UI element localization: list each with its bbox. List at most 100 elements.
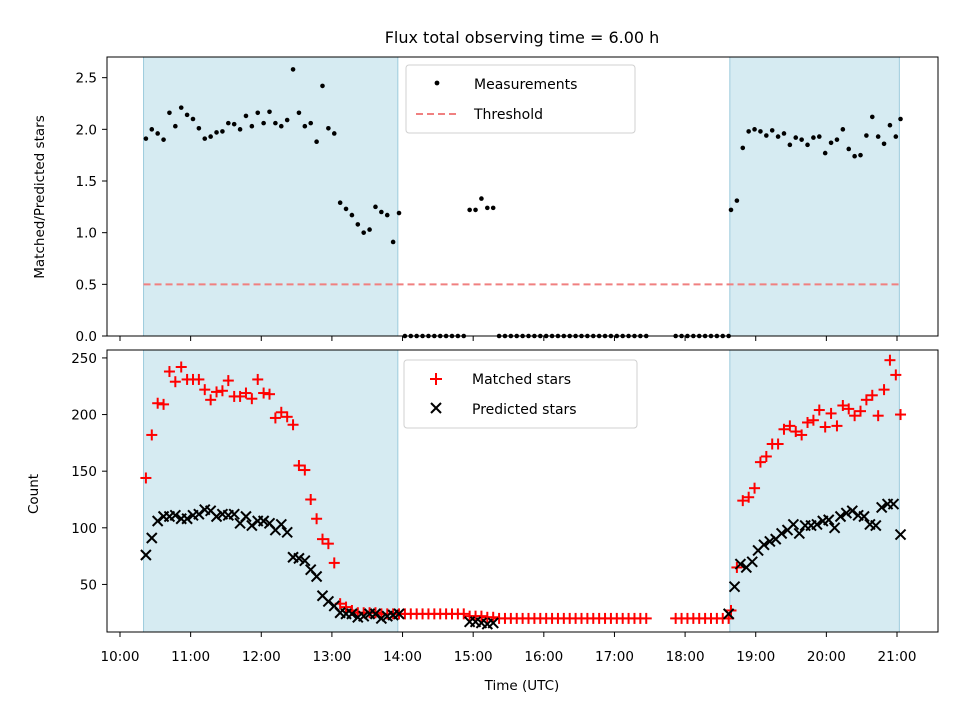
predicted-star-point bbox=[487, 617, 499, 629]
predicted-star-point bbox=[257, 515, 270, 527]
matched-star-point bbox=[825, 407, 837, 419]
measurement-point bbox=[143, 136, 149, 141]
measurement-point bbox=[887, 122, 893, 128]
measurement-point bbox=[858, 152, 863, 158]
measurement-point bbox=[149, 127, 155, 132]
measurement-point bbox=[314, 139, 319, 145]
matched-star-point bbox=[743, 491, 755, 503]
measurement-point bbox=[237, 127, 243, 132]
measurement-point bbox=[485, 205, 490, 211]
x-tick-label: 11:00 bbox=[171, 649, 210, 665]
x-tick-label: 17:00 bbox=[595, 649, 634, 665]
measurement-point bbox=[184, 112, 190, 118]
predicted-star-point bbox=[787, 518, 800, 531]
matched-star-point bbox=[252, 373, 264, 385]
matched-star-point bbox=[169, 376, 181, 388]
matched-star-point bbox=[222, 375, 234, 387]
ratio-axes-frame bbox=[106, 56, 939, 337]
predicted-star-point bbox=[840, 507, 853, 519]
measurement-point bbox=[390, 239, 396, 245]
matched-star-point bbox=[146, 429, 158, 441]
matched-star-point bbox=[316, 533, 328, 545]
count-y-axis-label: Count bbox=[26, 474, 42, 514]
predicted-stars-series bbox=[140, 498, 907, 630]
measurements-legend-marker bbox=[434, 80, 440, 86]
measurement-point bbox=[202, 136, 208, 141]
predicted-star-point bbox=[823, 514, 835, 526]
measurement-point bbox=[355, 222, 361, 227]
measurement-point bbox=[805, 142, 810, 148]
measurement-point bbox=[473, 207, 478, 213]
y-tick-label: 200 bbox=[71, 408, 97, 424]
count-axes-frame bbox=[106, 349, 939, 633]
matched-star-point bbox=[287, 419, 299, 431]
matched-star-point bbox=[640, 612, 652, 624]
measurement-point bbox=[758, 129, 763, 134]
measurement-point bbox=[220, 129, 225, 134]
x-tick-label: 10:00 bbox=[101, 649, 140, 665]
measurement-point bbox=[196, 126, 202, 131]
matched-star-point bbox=[890, 369, 902, 381]
predicted-star-point bbox=[240, 510, 252, 523]
predicted-star-point bbox=[793, 527, 805, 540]
measurement-point bbox=[396, 210, 402, 216]
ratio-x-ticks bbox=[119, 336, 898, 341]
x-tick-label: 15:00 bbox=[454, 649, 493, 665]
predicted-star-point bbox=[181, 513, 193, 525]
y-tick-label: 1.5 bbox=[76, 174, 97, 190]
matched-stars-legend-label: Matched stars bbox=[472, 372, 571, 388]
measurement-point bbox=[214, 130, 219, 135]
measurement-point bbox=[167, 110, 172, 116]
matched-star-point bbox=[778, 423, 790, 435]
matched-star-point bbox=[293, 460, 305, 472]
matched-star-point bbox=[772, 438, 784, 450]
matched-star-point bbox=[895, 409, 907, 421]
measurement-point bbox=[864, 133, 869, 138]
predicted-star-point bbox=[299, 554, 311, 567]
measurement-point bbox=[261, 120, 266, 126]
measurement-point bbox=[243, 113, 249, 119]
matched-star-point bbox=[813, 404, 825, 416]
measurement-point bbox=[893, 134, 899, 139]
count-y-ticks: 50 100 150 200 250 bbox=[71, 351, 107, 593]
measurement-point bbox=[746, 129, 751, 134]
matched-star-point bbox=[784, 420, 796, 432]
predicted-star-point bbox=[228, 508, 240, 520]
predicted-star-point bbox=[310, 570, 323, 583]
matched-star-point bbox=[487, 611, 499, 623]
measurement-point bbox=[173, 123, 178, 129]
predicted-star-point bbox=[746, 556, 758, 568]
matched-star-point bbox=[193, 373, 205, 385]
predicted-star-point bbox=[393, 608, 405, 620]
measurement-point bbox=[752, 127, 757, 132]
x-tick-label: 13:00 bbox=[312, 649, 351, 665]
x-tick-label: 16:00 bbox=[524, 649, 563, 665]
predicted-stars-legend-marker bbox=[430, 402, 442, 414]
measurement-point bbox=[834, 137, 840, 142]
matched-star-point bbox=[458, 608, 470, 620]
matched-star-point bbox=[199, 384, 211, 396]
measurement-point bbox=[267, 109, 272, 115]
predicted-star-point bbox=[146, 532, 158, 544]
matched-stars-series bbox=[140, 354, 907, 624]
measurement-point bbox=[255, 110, 261, 116]
count-legend-box bbox=[403, 359, 638, 429]
measurement-point bbox=[490, 205, 496, 211]
x-tick-label: 21:00 bbox=[878, 649, 917, 665]
predicted-star-point bbox=[722, 608, 735, 620]
measurement-point bbox=[793, 135, 799, 140]
matched-star-point bbox=[281, 411, 293, 423]
matched-star-point bbox=[860, 394, 872, 406]
y-tick-label: 250 bbox=[71, 351, 97, 367]
matched-star-point bbox=[760, 450, 772, 462]
measurement-point bbox=[367, 227, 372, 232]
predicted-star-point bbox=[357, 610, 370, 622]
matched-star-point bbox=[790, 426, 802, 438]
y-tick-label: 0.5 bbox=[76, 277, 97, 293]
y-tick-label: 150 bbox=[71, 464, 97, 480]
predicted-stars-legend-label: Predicted stars bbox=[472, 402, 577, 418]
matched-star-point bbox=[884, 354, 896, 366]
predicted-star-point bbox=[870, 519, 882, 532]
matched-star-point bbox=[322, 538, 334, 550]
predicted-star-point bbox=[140, 549, 152, 561]
